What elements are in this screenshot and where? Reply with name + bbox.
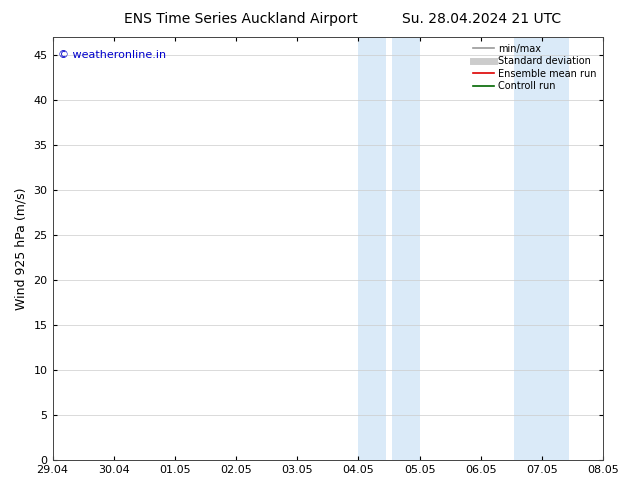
Bar	[514, 37, 542, 460]
Bar	[392, 37, 420, 460]
Bar	[358, 37, 386, 460]
Y-axis label: Wind 925 hPa (m/s): Wind 925 hPa (m/s)	[15, 187, 28, 310]
Text: ENS Time Series Auckland Airport: ENS Time Series Auckland Airport	[124, 12, 358, 26]
Text: Su. 28.04.2024 21 UTC: Su. 28.04.2024 21 UTC	[403, 12, 561, 26]
Bar	[542, 37, 569, 460]
Text: © weatheronline.in: © weatheronline.in	[58, 50, 166, 60]
Legend: min/max, Standard deviation, Ensemble mean run, Controll run: min/max, Standard deviation, Ensemble me…	[470, 42, 598, 93]
